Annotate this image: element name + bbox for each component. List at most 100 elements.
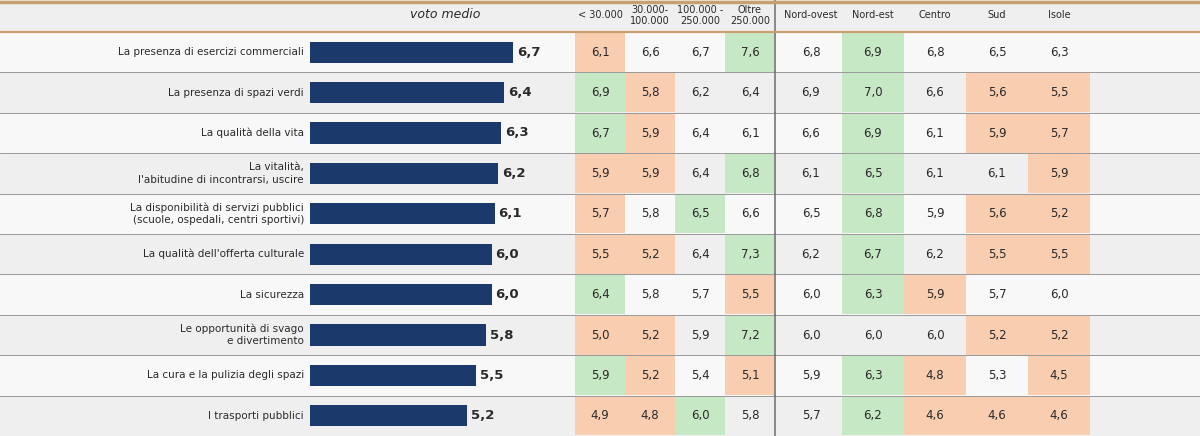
Text: 5,8: 5,8 [641, 86, 659, 99]
Text: 6,1: 6,1 [590, 46, 610, 59]
Bar [625, 154, 674, 193]
Bar [780, 356, 842, 395]
Text: 5,8: 5,8 [490, 328, 514, 341]
Text: 6,6: 6,6 [740, 207, 760, 220]
Bar [575, 113, 625, 153]
Text: Centro: Centro [919, 10, 952, 20]
Text: 6,1: 6,1 [499, 207, 522, 220]
Text: 7,2: 7,2 [740, 328, 760, 341]
Bar [625, 396, 674, 436]
Text: 6,8: 6,8 [802, 46, 821, 59]
Text: 5,9: 5,9 [641, 126, 659, 140]
Bar [575, 356, 625, 395]
Bar [966, 73, 1028, 112]
Text: 6,1: 6,1 [925, 126, 944, 140]
Text: 6,1: 6,1 [802, 167, 821, 180]
Text: 6,3: 6,3 [505, 126, 528, 140]
Text: 4,6: 4,6 [988, 409, 1007, 422]
Bar [842, 33, 904, 72]
Text: 6,2: 6,2 [691, 86, 709, 99]
Bar [904, 73, 966, 112]
Text: < 30.000: < 30.000 [577, 10, 623, 20]
Text: 5,2: 5,2 [641, 328, 659, 341]
Bar [625, 356, 674, 395]
Text: 5,8: 5,8 [641, 207, 659, 220]
Text: 5,5: 5,5 [1050, 248, 1068, 261]
Bar [625, 194, 674, 234]
Bar [842, 275, 904, 314]
Text: 6,9: 6,9 [802, 86, 821, 99]
Text: 6,1: 6,1 [925, 167, 944, 180]
Text: Oltre
250.000: Oltre 250.000 [730, 4, 770, 26]
Bar [674, 356, 725, 395]
Text: 6,2: 6,2 [802, 248, 821, 261]
Bar [575, 33, 625, 72]
Bar [725, 33, 775, 72]
Text: 6,7: 6,7 [517, 46, 540, 59]
Text: 6,5: 6,5 [691, 207, 709, 220]
Text: Le opportunità di svago
e divertimento: Le opportunità di svago e divertimento [180, 324, 304, 347]
Text: 7,0: 7,0 [864, 86, 882, 99]
Bar [674, 194, 725, 234]
Text: 5,7: 5,7 [1050, 126, 1068, 140]
Text: 5,0: 5,0 [590, 328, 610, 341]
Text: 5,9: 5,9 [925, 207, 944, 220]
Bar [575, 194, 625, 234]
Text: 7,3: 7,3 [740, 248, 760, 261]
Text: 5,5: 5,5 [1050, 86, 1068, 99]
Bar [842, 396, 904, 436]
Text: 6,6: 6,6 [641, 46, 659, 59]
Text: La cura e la pulizia degli spazi: La cura e la pulizia degli spazi [146, 371, 304, 380]
Text: 5,9: 5,9 [691, 328, 709, 341]
Bar [625, 275, 674, 314]
Bar [966, 396, 1028, 436]
Bar [725, 356, 775, 395]
Bar [842, 73, 904, 112]
Bar [674, 154, 725, 193]
Text: La disponibilità di servizi pubblici
(scuole, ospedali, centri sportivi): La disponibilità di servizi pubblici (sc… [131, 202, 304, 225]
Bar [625, 315, 674, 355]
Bar [780, 235, 842, 274]
Text: 5,2: 5,2 [988, 328, 1007, 341]
Bar [310, 405, 467, 426]
Text: 5,7: 5,7 [590, 207, 610, 220]
Text: 4,5: 4,5 [1050, 369, 1068, 382]
Text: 6,6: 6,6 [925, 86, 944, 99]
Bar [966, 113, 1028, 153]
Text: 5,2: 5,2 [1050, 328, 1068, 341]
Bar [842, 113, 904, 153]
Bar [575, 315, 625, 355]
Bar [1028, 235, 1090, 274]
Text: 5,4: 5,4 [691, 369, 709, 382]
Bar [904, 275, 966, 314]
Text: 6,3: 6,3 [864, 369, 882, 382]
Text: I trasporti pubblici: I trasporti pubblici [209, 411, 304, 421]
Text: 6,4: 6,4 [691, 248, 709, 261]
Text: 5,1: 5,1 [740, 369, 760, 382]
Bar [904, 33, 966, 72]
Text: 5,9: 5,9 [802, 369, 821, 382]
Text: 6,7: 6,7 [691, 46, 709, 59]
Bar [310, 163, 498, 184]
Text: 6,4: 6,4 [740, 86, 760, 99]
Bar [0, 234, 1200, 274]
Text: 6,0: 6,0 [691, 409, 709, 422]
Bar [625, 113, 674, 153]
Bar [310, 42, 512, 63]
Bar [310, 365, 476, 386]
Bar [0, 113, 1200, 153]
Bar [674, 396, 725, 436]
Text: 4,6: 4,6 [1050, 409, 1068, 422]
Bar [1028, 356, 1090, 395]
Bar [904, 154, 966, 193]
Bar [780, 113, 842, 153]
Text: 6,8: 6,8 [925, 46, 944, 59]
Text: 5,8: 5,8 [740, 409, 760, 422]
Bar [310, 82, 504, 103]
Text: 100.000 -
250.000: 100.000 - 250.000 [677, 4, 724, 26]
Bar [725, 315, 775, 355]
Text: 5,7: 5,7 [988, 288, 1007, 301]
Bar [842, 235, 904, 274]
Bar [1028, 154, 1090, 193]
Bar [1028, 73, 1090, 112]
